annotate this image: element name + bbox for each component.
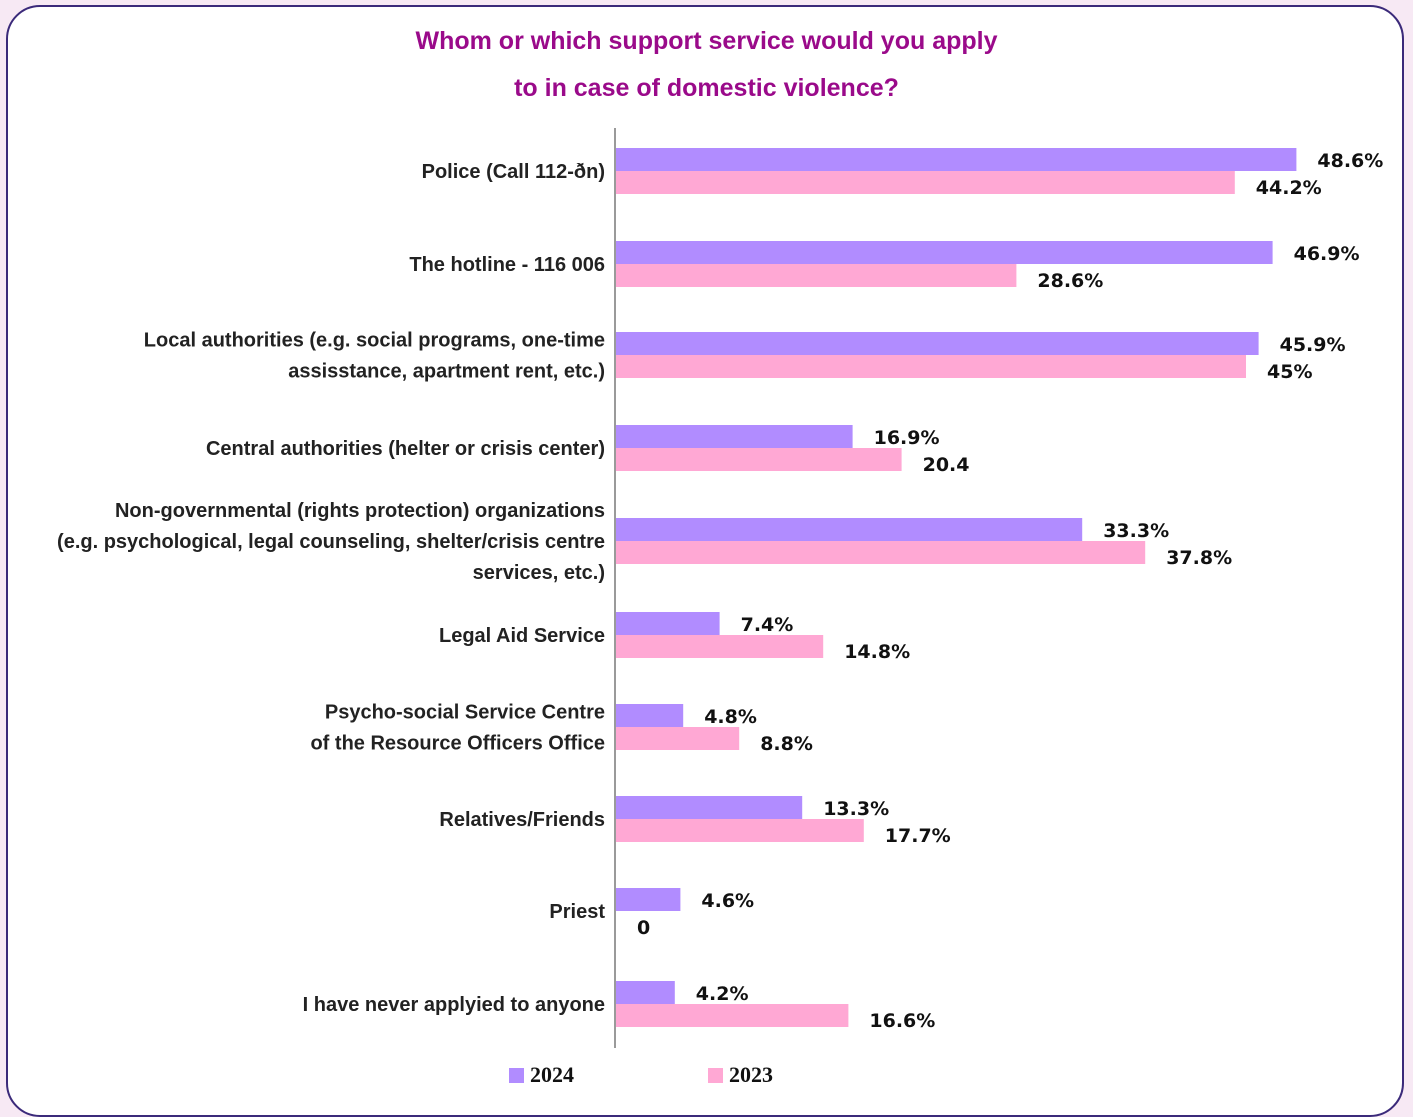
bar-2023 [616, 635, 824, 658]
bar-2024 [616, 612, 720, 635]
legend-item-2024: 2024 [509, 1060, 574, 1090]
legend-swatch-2023 [708, 1067, 723, 1083]
bar-2023 [616, 819, 864, 842]
bar-2024 [616, 981, 675, 1004]
category-label: Relatives/Friends [439, 809, 605, 831]
data-label-2023: 16.6% [869, 1010, 935, 1032]
bar-2023 [616, 264, 1017, 287]
category-label: Central authorities (helter or crisis ce… [206, 438, 605, 460]
bar-2024 [616, 425, 853, 448]
chart-title-line-2: to in case of domestic violence? [514, 74, 899, 102]
legend-label-2024: 2024 [530, 1062, 574, 1087]
data-label-2024: 46.9% [1294, 243, 1360, 265]
data-label-2024: 48.6% [1317, 150, 1383, 172]
data-label-2023: 0 [637, 917, 650, 939]
legend-item-2023: 2023 [708, 1060, 773, 1090]
data-label-2023: 14.8% [844, 641, 910, 663]
category-label: The hotline - 116 006 [409, 254, 605, 276]
data-label-2023: 44.2% [1256, 177, 1322, 199]
category-label: Police (Call 112-ðn) [422, 161, 605, 183]
bar-2024 [616, 148, 1297, 171]
bar-2023 [616, 541, 1146, 564]
data-label-2024: 45.9% [1280, 334, 1346, 356]
data-label-2023: 37.8% [1166, 547, 1232, 569]
data-label-2023: 20.4 [923, 454, 970, 476]
category-label: Legal Aid Service [439, 625, 605, 647]
bar-2023 [616, 727, 740, 750]
bar-2024 [616, 241, 1273, 264]
data-label-2024: 16.9% [874, 427, 940, 449]
bar-2024 [616, 332, 1259, 355]
chart-title-line-1: Whom or which support service would you … [415, 27, 998, 55]
category-label: I have never applyied to anyone [303, 994, 605, 1016]
category-label: of the Resource Officers Office [310, 733, 605, 755]
category-label: (e.g. psychological, legal counseling, s… [57, 531, 605, 553]
category-label: assisstance, apartment rent, etc.) [288, 361, 605, 383]
bar-2023 [616, 448, 902, 471]
data-label-2024: 4.6% [701, 890, 754, 912]
data-label-2023: 8.8% [760, 733, 813, 755]
category-label: Local authorities (e.g. social programs,… [144, 330, 605, 352]
bar-2023 [616, 355, 1246, 378]
data-label-2024: 7.4% [741, 614, 794, 636]
bar-2024 [616, 704, 684, 727]
data-label-2023: 28.6% [1037, 270, 1103, 292]
legend-label-2023: 2023 [729, 1062, 773, 1087]
data-label-2024: 4.2% [696, 983, 749, 1005]
data-label-2023: 17.7% [885, 825, 951, 847]
bar-2023 [616, 1004, 849, 1027]
data-label-2024: 4.8% [704, 706, 757, 728]
data-label-2023: 45% [1267, 361, 1312, 383]
bar-2024 [616, 888, 681, 911]
bar-2024 [616, 518, 1083, 541]
data-label-2024: 33.3% [1103, 520, 1169, 542]
category-label: services, etc.) [473, 562, 605, 584]
category-label: Non-governmental (rights protection) org… [115, 500, 605, 522]
bar-2024 [616, 796, 803, 819]
data-label-2024: 13.3% [823, 798, 889, 820]
bar-2023 [616, 171, 1235, 194]
category-label: Priest [549, 901, 605, 923]
legend-swatch-2024 [509, 1067, 524, 1083]
category-label: Psycho-social Service Centre [325, 702, 605, 724]
